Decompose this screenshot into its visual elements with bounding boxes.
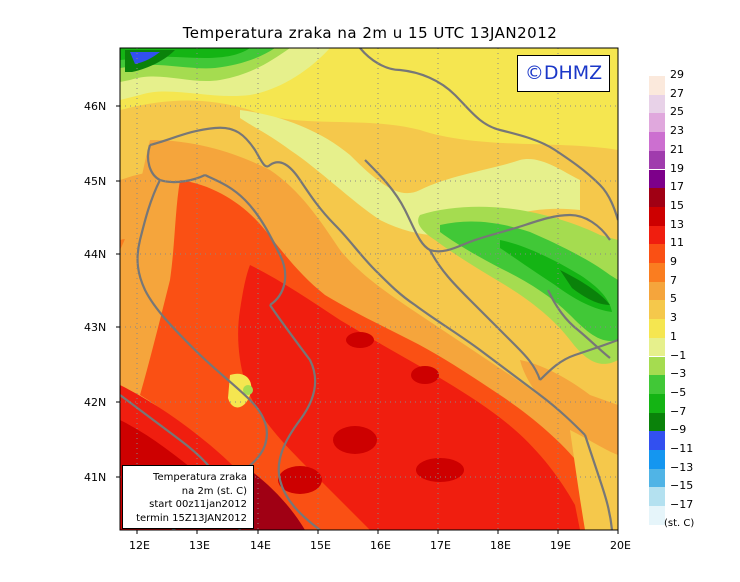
legend-swatch — [649, 113, 665, 133]
lon-label: 17E — [430, 539, 451, 552]
legend-label: 27 — [670, 86, 684, 100]
axis-ticks — [116, 105, 619, 534]
info-box: Temperatura zraka na 2m (st. C) start 00… — [122, 465, 254, 529]
legend-label: 13 — [670, 217, 684, 231]
legend-swatch — [649, 356, 665, 376]
lat-label: 43N — [84, 321, 107, 334]
legend-label: 29 — [670, 68, 684, 81]
legend-label: −7 — [670, 404, 687, 418]
lat-label: 41N — [84, 471, 107, 484]
legend-swatch — [649, 431, 665, 450]
legend-swatch — [649, 188, 665, 207]
lat-label: 42N — [84, 396, 107, 409]
legend-swatch — [649, 132, 665, 151]
legend-label: −17 — [670, 498, 694, 512]
legend-label: −13 — [670, 460, 694, 474]
lon-label: 19E — [550, 539, 571, 552]
legend-label: −9 — [670, 423, 687, 437]
legend-label: 23 — [670, 124, 684, 138]
plot-frame — [119, 47, 619, 531]
legend-swatch — [649, 468, 665, 488]
legend-swatch — [649, 225, 665, 245]
lon-label: 15E — [310, 539, 331, 552]
legend-swatch — [649, 94, 665, 114]
legend-label: 17 — [670, 180, 684, 194]
legend-label: 5 — [670, 292, 677, 306]
lat-label: 45N — [84, 175, 107, 188]
lon-label: 18E — [490, 539, 511, 552]
info-line: termin 15Z13JAN2012 — [136, 512, 247, 524]
legend-label: 11 — [670, 236, 684, 250]
legend-swatch — [649, 300, 665, 320]
legend-label: 19 — [670, 161, 684, 175]
lon-label: 12E — [129, 539, 150, 552]
map-title: Temperatura zraka na 2m u 15 UTC 13JAN20… — [182, 24, 558, 42]
legend-swatch — [649, 319, 665, 338]
legend-swatch — [649, 263, 665, 282]
legend-swatch — [649, 281, 665, 301]
legend-swatch — [649, 375, 665, 394]
legend-label: −15 — [670, 479, 694, 493]
lon-label: 16E — [370, 539, 391, 552]
legend-label: −3 — [670, 367, 687, 381]
legend-label: 15 — [670, 198, 684, 212]
legend-swatch — [649, 412, 665, 432]
legend-swatch — [649, 487, 665, 507]
legend-label: −11 — [670, 442, 694, 455]
legend-unit: (st. C) — [664, 518, 695, 529]
legend-label: 25 — [670, 105, 684, 119]
legend-swatch — [649, 393, 665, 413]
legend-label: 7 — [670, 273, 677, 287]
legend-swatch — [649, 506, 665, 525]
lon-label: 20E — [610, 539, 631, 552]
lat-label: 44N — [84, 248, 107, 261]
lon-label: 14E — [250, 539, 271, 552]
legend-label: 3 — [670, 311, 677, 325]
info-line: start 00z11jan2012 — [149, 499, 247, 510]
legend-label: −1 — [670, 348, 687, 362]
legend-label: 21 — [670, 142, 684, 156]
legend-swatch — [649, 150, 665, 170]
info-line: Temperatura zraka — [153, 472, 247, 483]
legend-swatch — [649, 450, 665, 469]
legend-swatch — [649, 169, 665, 189]
legend-swatch — [649, 337, 665, 357]
legend-label: 1 — [670, 329, 677, 343]
legend-label: 9 — [670, 255, 677, 268]
lat-label: 46N — [84, 100, 107, 113]
legend-swatch — [649, 206, 665, 226]
legend-swatch — [649, 244, 665, 263]
lon-label: 13E — [189, 539, 210, 552]
legend-swatch — [649, 76, 665, 95]
copyright-label: ©DHMZ — [517, 55, 610, 92]
legend-label: −5 — [670, 385, 687, 399]
graticule — [120, 48, 618, 530]
info-line: na 2m (st. C) — [181, 485, 247, 497]
